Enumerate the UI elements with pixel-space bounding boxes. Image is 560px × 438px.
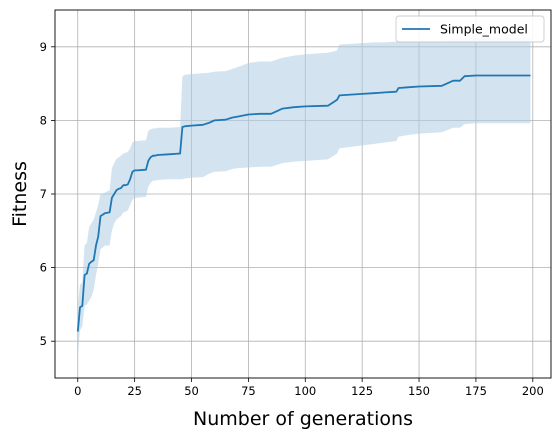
- x-tick-label: 75: [241, 384, 256, 398]
- series-line-simple-model: [76, 74, 531, 332]
- plot-frame: [54, 9, 552, 379]
- legend-box: [395, 15, 545, 43]
- y-tick-label: 7: [40, 187, 47, 201]
- x-axis-label: Number of generations: [193, 408, 413, 430]
- legend-label: Simple_model: [440, 22, 528, 37]
- x-tick-label: 0: [74, 384, 81, 398]
- y-tick-label: 6: [40, 261, 47, 275]
- x-tick-label: 150: [408, 384, 430, 398]
- y-tick-label: 9: [40, 40, 47, 54]
- x-tick-label: 100: [294, 384, 316, 398]
- y-axis-label: Fitness: [9, 161, 31, 227]
- legend: Simple_model: [395, 15, 545, 43]
- x-tick-label: 200: [522, 384, 544, 398]
- x-tick-label: 50: [184, 384, 199, 398]
- y-tick-label: 5: [40, 334, 47, 348]
- axis-ticks: 0 25 50 75 100 125 150 175 200 5 6 7 8 9: [40, 40, 544, 398]
- x-tick-label: 25: [127, 384, 142, 398]
- x-tick-label: 175: [465, 384, 487, 398]
- x-tick-label: 125: [351, 384, 373, 398]
- y-tick-label: 8: [40, 113, 47, 127]
- std-band: [77, 38, 531, 358]
